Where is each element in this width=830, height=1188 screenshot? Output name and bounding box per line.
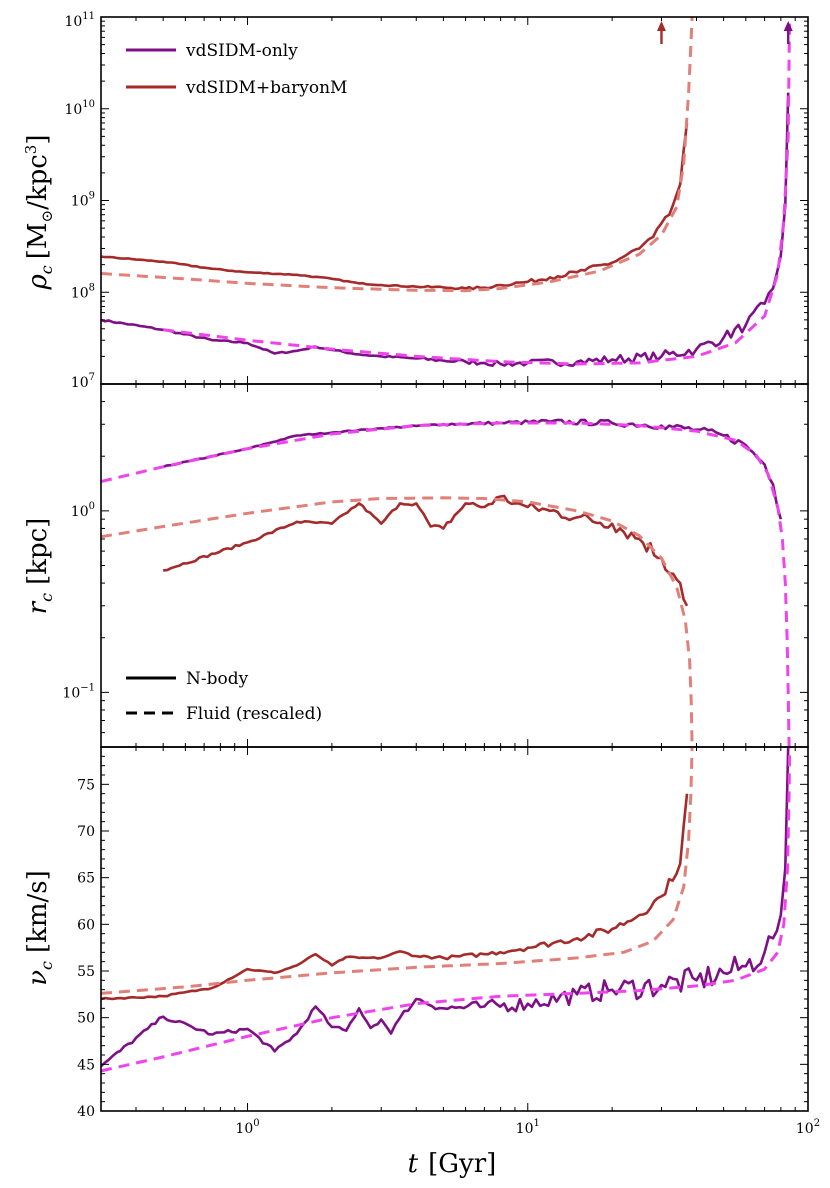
series-line-0-2 [101,122,689,291]
plot-frame [100,746,809,1112]
y-tick-label: 65 [77,871,95,887]
plot-frame [100,383,809,748]
series-line-1-2 [163,494,689,607]
series-line-0-3 [101,17,694,293]
y-tick-label: 100 [71,501,95,520]
y-tick-label: 75 [77,777,95,793]
y-tick-label: 1011 [64,11,95,30]
y-tick-label: 10−1 [62,682,95,701]
legend-linestyle: N-body Fluid (rescaled) [126,669,322,724]
density-panel: 107 108 109 1010 1011 [64,11,809,391]
y-tick-label: 60 [77,917,95,933]
y-axis-label-density: ρc[M⊙/kpc3] [22,134,56,290]
y-tick-label: 109 [71,191,95,210]
y-axis-label-velocity: νc[km/s] [23,870,56,986]
series-line-1-3 [101,496,694,747]
series-line-2-0 [101,747,790,1068]
series-line-0-0 [101,92,790,368]
plot-frame [100,16,809,385]
y-tick-label: 55 [77,964,95,980]
core-radius-panel: 10−1 100 [62,383,809,748]
legend-label-fluid: Fluid (rescaled) [186,704,322,724]
y-tick-label: 1010 [64,99,95,118]
y-tick-label: 108 [71,282,95,301]
series-line-0-1 [163,17,792,366]
x-tick-label: 101 [516,1118,540,1137]
divergence-arrowhead-0 [656,21,666,31]
x-axis-label: t [Gyr] [408,1149,497,1179]
x-tick-label: 102 [796,1118,820,1137]
legend-label-nbody: N-body [186,669,249,689]
x-tick-label: 100 [235,1118,259,1137]
series-line-1-1 [101,421,791,747]
velocity-panel: 40 45 50 55 60 65 70 75 100 101 102 [77,746,820,1137]
y-axis-label-radius: rc[kpc] [23,518,56,615]
legend-label-vdsidm-only: vdSIDM-only [185,41,298,61]
series-line-2-2 [101,793,689,1001]
legend-series: vdSIDM-only vdSIDM+baryonM [126,41,347,98]
y-tick-label: 45 [77,1057,95,1073]
y-tick-label: 70 [77,824,95,840]
y-tick-label: 40 [77,1104,95,1120]
divergence-arrowhead-1 [783,21,793,31]
series-line-2-3 [101,747,694,995]
y-tick-label: 107 [71,372,95,391]
y-tick-label: 50 [77,1011,95,1027]
legend-label-vdsidm-baryonm: vdSIDM+baryonM [185,78,347,98]
